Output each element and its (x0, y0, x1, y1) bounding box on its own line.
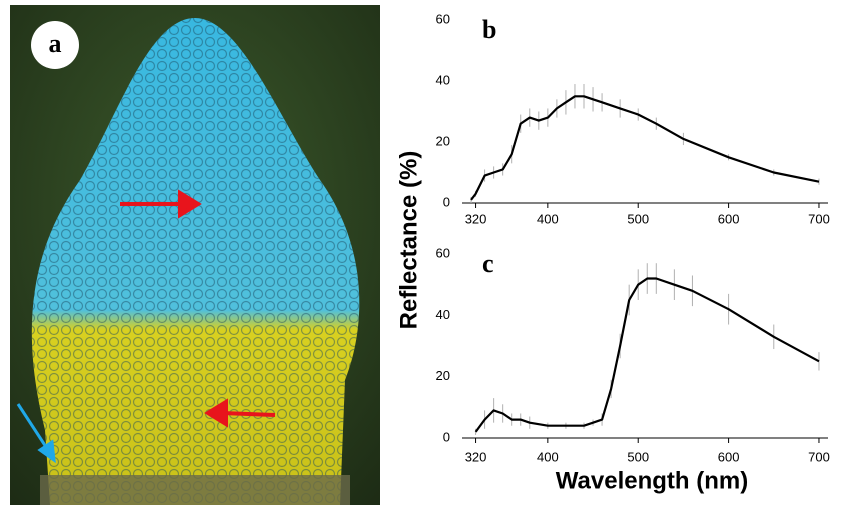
x-tick-label: 600 (718, 211, 740, 226)
arrows (120, 189, 276, 428)
label-circle (31, 21, 79, 69)
x-tick-label: 400 (537, 211, 559, 226)
x-tick-label: 700 (808, 449, 830, 464)
x-tick-label: 400 (537, 449, 559, 464)
x-tick-label: 320 (465, 449, 487, 464)
y-tick-label: 40 (436, 72, 450, 87)
photo-label: a (49, 29, 62, 58)
data-line (474, 277, 820, 433)
data-line (470, 95, 820, 201)
y-tick-label: 20 (436, 368, 450, 383)
x-tick-label: 700 (808, 211, 830, 226)
y-axis-label: Reflectance (%) (395, 151, 422, 330)
x-axis-label: Wavelength (nm) (556, 467, 748, 494)
lizard-scales (31, 18, 360, 505)
lizard-neck (40, 475, 350, 505)
y-tick-label: 40 (436, 307, 450, 322)
y-tick-label: 60 (436, 245, 450, 260)
y-tick-label: 0 (443, 194, 450, 209)
y-tick-label: 20 (436, 133, 450, 148)
blue-arrow (16, 403, 56, 464)
panel-label: b (482, 15, 496, 44)
y-tick-label: 60 (436, 11, 450, 26)
x-tick-label: 320 (465, 211, 487, 226)
panel-label: c (482, 249, 494, 278)
y-tick-label: 0 (443, 429, 450, 444)
x-tick-label: 500 (627, 211, 649, 226)
x-tick-label: 500 (627, 449, 649, 464)
photo: a (10, 5, 380, 505)
x-tick-label: 600 (718, 449, 740, 464)
